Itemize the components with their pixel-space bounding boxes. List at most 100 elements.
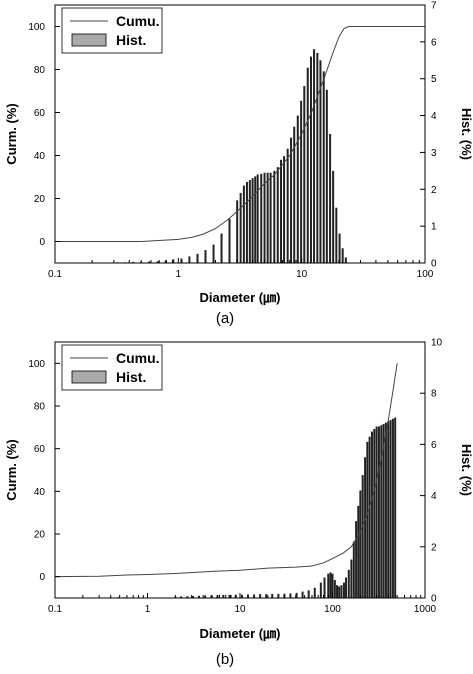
hist-bar: [204, 250, 207, 263]
hist-bar: [361, 475, 364, 598]
hist-bar: [276, 167, 279, 263]
hist-bar: [329, 134, 332, 263]
hist-bar: [251, 178, 254, 263]
cumu-line: [55, 26, 425, 242]
hist-bar: [179, 596, 182, 598]
hist-bar: [196, 253, 199, 263]
y-right-tick-label: 2: [431, 185, 437, 196]
y-left-tick-label: 20: [34, 194, 46, 205]
hist-bar: [260, 173, 263, 263]
hist-bar: [164, 260, 167, 263]
hist-bar: [242, 185, 245, 263]
y-right-tick-label: 10: [431, 338, 443, 349]
hist-bar: [256, 174, 259, 263]
hist-bar: [389, 420, 392, 598]
y-left-tick-label: 40: [34, 487, 46, 498]
hist-bar: [246, 594, 249, 598]
hist-bar: [336, 585, 339, 598]
hist-bar: [352, 541, 355, 598]
y-right-tick-label: 1: [431, 222, 437, 233]
hist-bar: [309, 56, 312, 263]
hist-bar: [240, 594, 243, 598]
hist-bar: [313, 49, 316, 264]
hist-bar: [216, 595, 219, 598]
hist-bar: [323, 577, 326, 598]
hist-bar: [338, 586, 341, 598]
y-right-tick-label: 5: [431, 74, 437, 85]
hist-bar: [222, 594, 225, 598]
hist-bar: [335, 207, 338, 263]
y-left-tick-label: 0: [39, 572, 45, 583]
y-right-axis-label: Hist. (%): [459, 444, 473, 496]
hist-bar: [357, 505, 360, 598]
hist-bar: [377, 426, 380, 598]
hist-bar: [212, 244, 215, 263]
hist-bar: [239, 192, 242, 263]
hist-bar: [380, 425, 383, 598]
hist-bar: [295, 592, 298, 598]
hist-bar: [301, 591, 304, 598]
hist-bar: [293, 126, 296, 263]
hist-bar: [296, 115, 299, 263]
hist-bar: [307, 590, 310, 598]
hist-bar: [191, 595, 194, 598]
hist-bar: [375, 426, 378, 598]
hist-bar: [180, 258, 183, 263]
hist-bar: [325, 89, 328, 264]
hist-bar: [132, 261, 135, 263]
hist-bar: [236, 200, 239, 263]
y-right-axis-label: Hist. (%): [459, 108, 473, 160]
hist-bar: [289, 593, 292, 598]
y-right-tick-label: 4: [431, 491, 437, 502]
x-tick-label: 10: [296, 269, 308, 280]
hist-bar: [391, 418, 394, 598]
hist-bar: [273, 170, 276, 263]
hist-bar: [204, 595, 207, 598]
hist-bar: [332, 170, 335, 263]
hist-bar: [364, 457, 367, 598]
y-right-tick-label: 2: [431, 542, 437, 553]
hist-bar: [300, 100, 303, 263]
hist-bar: [245, 181, 248, 263]
hist-bar: [253, 594, 256, 598]
hist-bar: [263, 172, 266, 263]
hist-bar: [306, 67, 309, 263]
hist-bar: [228, 218, 231, 263]
legend-bar-swatch: [71, 33, 107, 47]
y-left-tick-label: 80: [34, 402, 46, 413]
hist-bar: [220, 233, 223, 263]
hist-bar: [271, 593, 274, 598]
hist-bar: [210, 595, 213, 598]
hist-bar: [188, 256, 191, 263]
hist-bar: [338, 233, 341, 263]
hist-bar: [148, 261, 151, 263]
hist-bar: [259, 594, 262, 598]
y-left-tick-label: 60: [34, 108, 46, 119]
x-axis-label: Diameter (㎛): [200, 290, 281, 306]
legend-label-cumu: Cumu.: [116, 350, 160, 366]
hist-bar: [373, 429, 376, 598]
hist-bar: [370, 431, 373, 598]
hist-bar: [347, 569, 350, 598]
hist-bar: [382, 423, 385, 598]
hist-bar: [269, 172, 272, 263]
hist-bar: [186, 596, 189, 598]
panel-label: (a): [216, 310, 234, 327]
x-tick-label: 0.1: [48, 269, 62, 280]
x-tick-label: 1: [176, 269, 182, 280]
y-right-tick-label: 7: [431, 1, 437, 12]
legend-label-hist: Hist.: [116, 32, 146, 48]
x-tick-label: 1: [145, 604, 151, 615]
hist-bar: [266, 172, 269, 263]
y-right-tick-label: 0: [431, 259, 437, 270]
hist-bar: [283, 156, 286, 263]
x-tick-label: 0.1: [48, 604, 62, 615]
hist-bar: [342, 582, 345, 598]
hist-bar: [254, 176, 257, 263]
hist-bar: [172, 259, 175, 263]
panel-label: (b): [216, 651, 234, 668]
x-tick-label: 10: [234, 604, 246, 615]
hist-bar: [290, 137, 293, 263]
legend-bar-swatch: [71, 370, 107, 384]
y-left-axis-label: Curm. (%): [4, 439, 19, 500]
